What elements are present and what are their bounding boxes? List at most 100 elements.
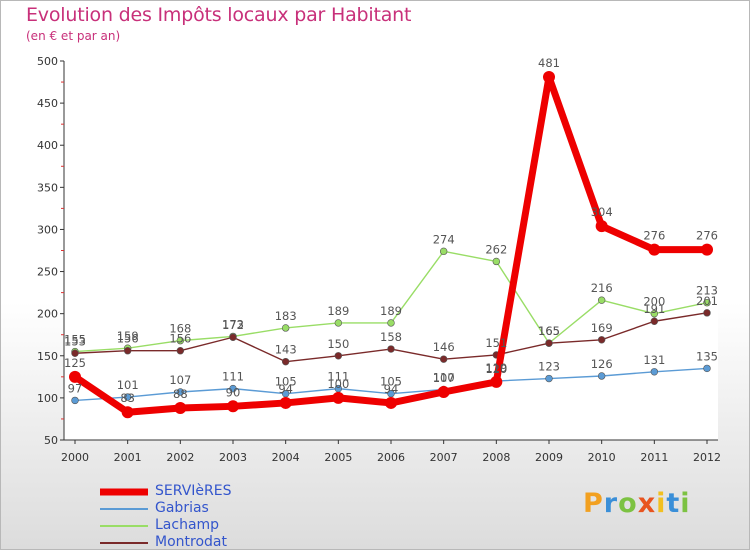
y-tick-label: 350 xyxy=(37,181,58,194)
data-label: 189 xyxy=(327,304,349,318)
x-tick-label: 2007 xyxy=(430,451,458,464)
legend-swatch-lachamp xyxy=(100,524,148,527)
data-point xyxy=(650,368,659,376)
x-tick-label: 2008 xyxy=(482,451,510,464)
data-point xyxy=(597,372,606,380)
data-label: 135 xyxy=(696,349,718,363)
data-label: 146 xyxy=(433,340,455,354)
data-label: 119 xyxy=(485,361,507,375)
data-label: 159 xyxy=(117,329,139,343)
legend-label-lachamp: Lachamp xyxy=(155,517,220,533)
data-point xyxy=(281,324,290,332)
data-label: 94 xyxy=(278,382,293,396)
data-point xyxy=(545,339,553,347)
legend-label-servieres: SERVIèRES xyxy=(155,483,232,499)
data-point xyxy=(176,388,185,396)
legend-swatch-gabrias xyxy=(100,507,148,510)
y-tick-label: 450 xyxy=(37,97,58,110)
legend-item-servieres: SERVIèRES xyxy=(100,483,231,500)
data-label: 274 xyxy=(433,232,455,246)
data-label: 189 xyxy=(380,304,402,318)
x-tick-label: 2002 xyxy=(166,451,194,464)
data-point xyxy=(332,391,345,404)
data-label: 107 xyxy=(433,371,455,385)
y-tick-label: 500 xyxy=(37,55,58,68)
data-point xyxy=(229,333,237,341)
data-point xyxy=(334,352,343,360)
legend-item-montrodat: Montrodat xyxy=(100,534,231,551)
data-label: 120 xyxy=(485,362,507,376)
y-tick-label: 50 xyxy=(44,434,58,447)
data-label: 304 xyxy=(591,205,613,219)
logo-letter: o xyxy=(618,488,638,519)
data-label: 173 xyxy=(222,317,244,331)
x-tick-label: 2012 xyxy=(693,451,721,464)
x-tick-label: 2009 xyxy=(535,451,563,464)
data-label: 97 xyxy=(68,381,83,395)
data-label: 101 xyxy=(117,378,139,392)
data-point xyxy=(595,220,608,233)
legend-swatch-montrodat xyxy=(100,541,148,544)
logo-letter: i xyxy=(656,488,667,519)
data-label: 83 xyxy=(120,391,135,405)
data-point xyxy=(650,309,659,318)
data-point xyxy=(227,400,239,413)
legend-label-montrodat: Montrodat xyxy=(155,534,227,550)
data-point xyxy=(439,247,448,256)
data-label: 151 xyxy=(485,336,507,350)
proxiti-logo: Proxiti xyxy=(583,488,691,519)
legend-item-gabrias: Gabrias xyxy=(100,500,231,517)
data-point xyxy=(281,357,290,366)
data-point xyxy=(703,364,711,373)
logo-letter: r xyxy=(603,488,619,519)
data-point xyxy=(69,370,81,383)
data-point xyxy=(543,71,555,84)
data-point xyxy=(597,336,606,344)
y-tick-label: 300 xyxy=(37,223,58,236)
y-tick-label: 150 xyxy=(37,350,58,363)
x-tick-label: 2001 xyxy=(114,451,142,464)
data-label: 165 xyxy=(538,324,560,338)
logo-letter: P xyxy=(583,488,604,519)
data-label: 169 xyxy=(591,321,613,335)
chart-subtitle: (en € et par an) xyxy=(26,29,121,43)
data-label: 131 xyxy=(643,353,665,367)
x-tick-label: 2011 xyxy=(640,451,668,464)
data-point xyxy=(334,319,343,327)
y-tick-label: 400 xyxy=(37,139,58,152)
x-tick-label: 2006 xyxy=(377,451,405,464)
data-point xyxy=(650,317,659,325)
logo-letter: t xyxy=(666,488,681,519)
data-label: 213 xyxy=(696,284,718,298)
chart-title: Evolution des Impôts locaux par Habitant xyxy=(26,4,412,26)
data-point xyxy=(176,347,185,355)
data-point xyxy=(387,319,395,327)
logo-letter: x xyxy=(637,488,657,519)
data-point xyxy=(385,396,397,409)
data-label: 481 xyxy=(538,56,560,70)
data-label: 201 xyxy=(696,294,718,308)
data-label: 191 xyxy=(643,302,665,316)
data-label: 143 xyxy=(275,343,297,357)
data-point xyxy=(648,243,661,256)
data-point xyxy=(387,345,395,353)
data-point xyxy=(174,401,187,414)
data-point xyxy=(703,309,711,317)
data-label: 105 xyxy=(380,375,402,389)
data-label: 165 xyxy=(538,324,560,338)
data-point xyxy=(492,257,501,266)
data-label: 150 xyxy=(327,337,349,351)
data-label: 111 xyxy=(222,370,244,384)
data-point xyxy=(279,396,292,409)
data-label: 123 xyxy=(538,360,560,374)
data-point xyxy=(71,396,79,405)
data-label: 216 xyxy=(591,281,613,295)
data-label: 100 xyxy=(327,377,349,391)
x-tick-label: 2004 xyxy=(272,451,300,464)
data-label: 262 xyxy=(485,242,507,256)
x-tick-label: 2000 xyxy=(61,451,89,464)
data-point xyxy=(123,347,132,355)
x-tick-label: 2010 xyxy=(588,451,616,464)
data-point xyxy=(490,375,503,388)
